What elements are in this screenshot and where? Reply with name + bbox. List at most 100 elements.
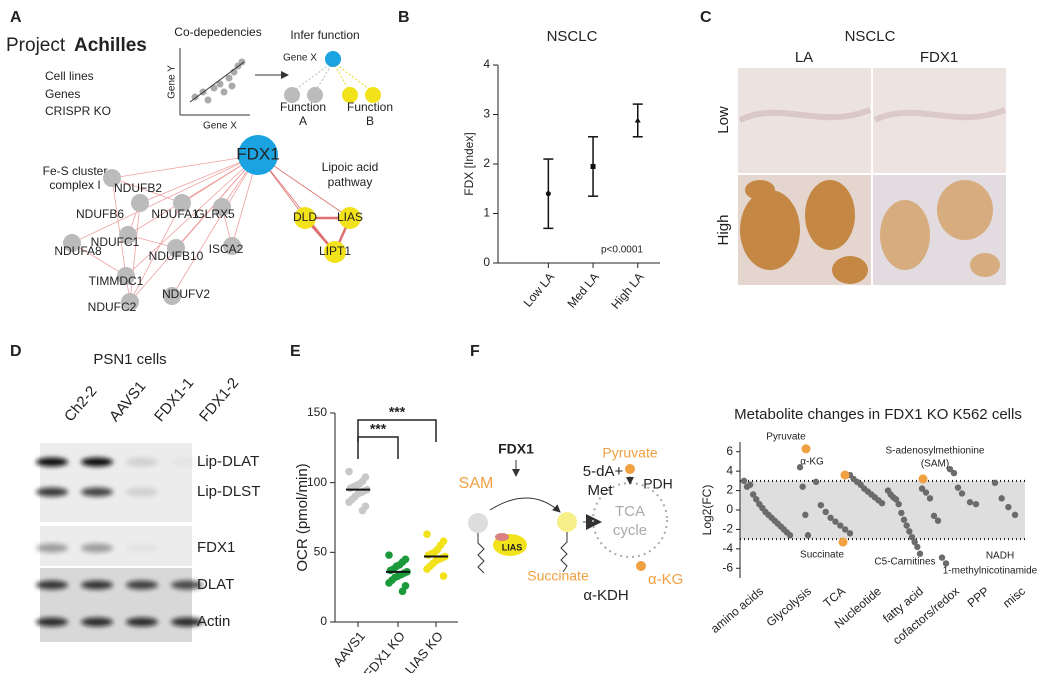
point: [590, 163, 596, 169]
point: [903, 522, 910, 529]
point: [827, 514, 834, 521]
codep-icon: [179, 48, 381, 116]
point: [740, 477, 748, 485]
node-label: TIMMDC1: [89, 274, 144, 288]
node-label: NDUFC1: [91, 235, 140, 249]
highlight-point: [801, 444, 811, 454]
network-edge: [111, 177, 183, 204]
pathway-label: LIAS: [502, 542, 523, 552]
pathway-label: SAM: [459, 475, 494, 492]
x-tick-label: Med LA: [564, 270, 601, 311]
point: [906, 528, 913, 535]
blot-band: [81, 580, 113, 590]
node-label: NDUFB10: [149, 249, 204, 263]
point: [911, 538, 918, 546]
blot-band: [36, 543, 68, 553]
network-node: [223, 237, 241, 255]
point: [950, 469, 958, 477]
annotation: Succinate: [800, 550, 844, 561]
blot-band: [126, 617, 158, 627]
annotation: (SAM): [921, 459, 949, 470]
blot-band: [36, 617, 68, 627]
blot-band: [81, 487, 113, 497]
node-label: LIAS: [337, 210, 363, 224]
network-edge: [129, 154, 259, 303]
input-label: Genes: [45, 87, 80, 101]
brand: Achilles: [74, 35, 147, 56]
x-tick-label: AAVS1: [330, 628, 368, 669]
point: [926, 495, 934, 502]
blot-band: [36, 580, 68, 590]
network-node: [173, 194, 191, 212]
annotation: NADH: [986, 551, 1014, 562]
point: [345, 498, 353, 506]
panel-label: D: [10, 343, 22, 360]
group-label: Fe-S cluster: [43, 164, 108, 178]
ihc-images: [738, 68, 1007, 285]
point: [908, 534, 916, 541]
network-node: [167, 239, 185, 257]
network-edge: [111, 154, 259, 179]
network-node: [119, 226, 137, 244]
point: [346, 484, 355, 493]
lane-label: FDX1-2: [196, 375, 242, 426]
highlight-point: [838, 537, 848, 547]
blot-band: [81, 543, 113, 553]
highlight-point: [918, 474, 928, 484]
y-tick-label: 0: [726, 502, 733, 516]
pathway-label: Met: [587, 482, 613, 499]
point: [972, 500, 980, 508]
node-label: ISCA2: [209, 242, 244, 256]
band-label: FDX1: [197, 539, 235, 556]
x-tick-label: PPP: [965, 584, 992, 610]
y-tick-label: 2: [483, 156, 490, 170]
point: [898, 509, 905, 517]
x-tick-label: misc: [1000, 584, 1028, 611]
point: [934, 517, 942, 524]
lane-label: Ch2-2: [61, 383, 100, 425]
band-label: Lip-DLST: [197, 483, 260, 500]
panel-label: C: [700, 9, 712, 26]
point: [942, 560, 950, 567]
chart-title: Metabolite changes in FDX1 KO K562 cells: [734, 406, 1022, 423]
point: [914, 543, 921, 551]
network-edge: [129, 202, 183, 303]
annotation: 1-methylnicotinamide: [943, 566, 1038, 577]
y-tick-label: 4: [726, 463, 733, 477]
significance: ***: [370, 421, 387, 437]
input-label: CRISPR KO: [45, 104, 111, 118]
pathway-label: TCA: [615, 503, 645, 520]
row-label: Low: [715, 106, 732, 134]
blot-strip: [40, 490, 192, 522]
point: [796, 464, 804, 471]
blot-band: [126, 580, 158, 590]
infer-title: Infer function: [290, 28, 359, 42]
point: [895, 500, 902, 508]
point: [812, 478, 820, 486]
point: [423, 530, 431, 539]
point: [817, 501, 825, 509]
x-tick-label: Low LA: [521, 270, 557, 310]
axis-label: Gene Y: [167, 65, 178, 99]
column-label: LA: [795, 49, 813, 66]
blot-band: [81, 617, 113, 627]
annotation: p<0.0001: [601, 245, 643, 256]
pathway-label: PDH: [643, 476, 673, 492]
network-node: [131, 194, 149, 212]
network-edge: [125, 154, 259, 277]
point: [424, 551, 433, 559]
network-edge: [71, 154, 259, 244]
point: [386, 566, 395, 575]
blot-band: [36, 487, 68, 497]
point: [918, 485, 926, 492]
y-tick-label: 100: [307, 475, 327, 489]
point: [786, 532, 794, 539]
point: [946, 466, 954, 473]
node-label: NDUFA8: [54, 244, 102, 258]
point: [878, 500, 886, 507]
point: [545, 191, 551, 197]
point: [398, 587, 407, 596]
point: [930, 512, 938, 520]
function-label: Function: [280, 100, 326, 114]
y-tick-label: 6: [726, 444, 733, 458]
